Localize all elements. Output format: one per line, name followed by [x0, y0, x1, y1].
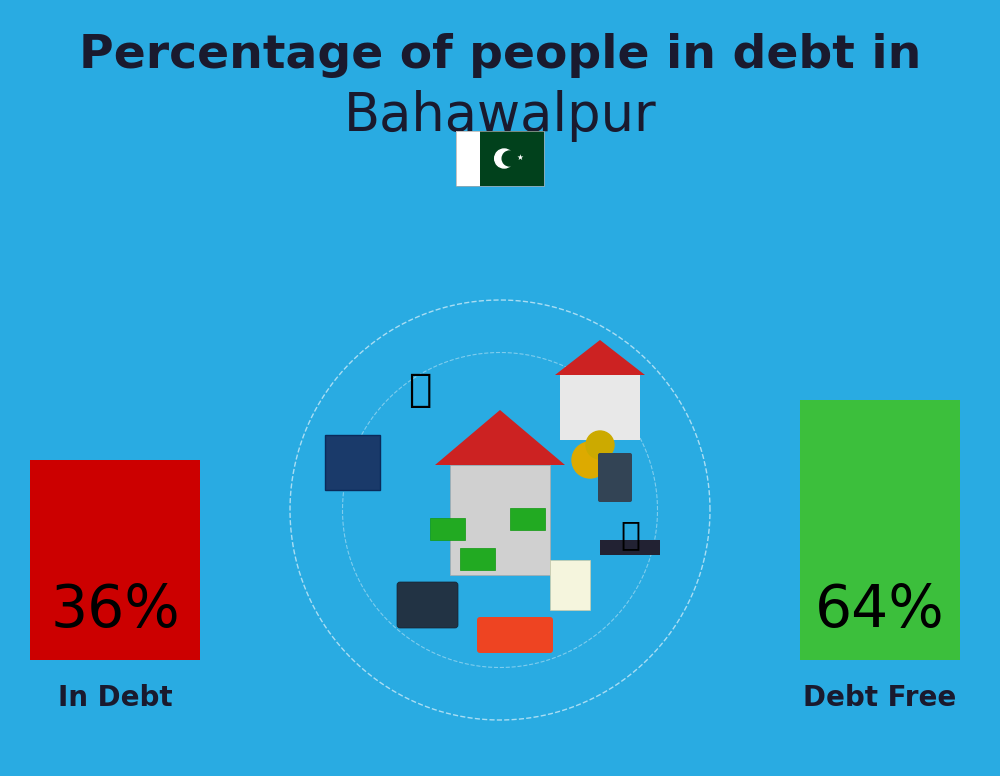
Text: Bahawalpur: Bahawalpur [344, 90, 656, 142]
FancyBboxPatch shape [550, 560, 590, 610]
Text: 🎓: 🎓 [620, 518, 640, 552]
Polygon shape [555, 340, 645, 375]
FancyBboxPatch shape [397, 582, 458, 628]
Circle shape [502, 151, 517, 166]
FancyBboxPatch shape [430, 518, 465, 540]
Text: 64%: 64% [815, 581, 945, 639]
Circle shape [495, 149, 514, 168]
FancyBboxPatch shape [510, 508, 545, 530]
FancyBboxPatch shape [477, 617, 553, 653]
Text: Percentage of people in debt in: Percentage of people in debt in [79, 33, 921, 78]
FancyBboxPatch shape [800, 400, 960, 660]
Text: ★: ★ [517, 153, 524, 162]
FancyBboxPatch shape [460, 548, 495, 570]
Text: In Debt: In Debt [58, 684, 172, 712]
Text: Debt Free: Debt Free [803, 684, 957, 712]
FancyBboxPatch shape [450, 465, 550, 575]
Text: 🦅: 🦅 [408, 371, 432, 409]
FancyBboxPatch shape [30, 460, 200, 660]
FancyBboxPatch shape [598, 453, 632, 502]
FancyBboxPatch shape [560, 375, 640, 440]
FancyBboxPatch shape [456, 131, 480, 186]
Polygon shape [435, 410, 565, 465]
Text: 36%: 36% [50, 581, 180, 639]
Circle shape [572, 442, 608, 478]
FancyBboxPatch shape [325, 435, 380, 490]
Circle shape [586, 431, 614, 459]
FancyBboxPatch shape [480, 131, 544, 186]
FancyBboxPatch shape [600, 540, 660, 555]
